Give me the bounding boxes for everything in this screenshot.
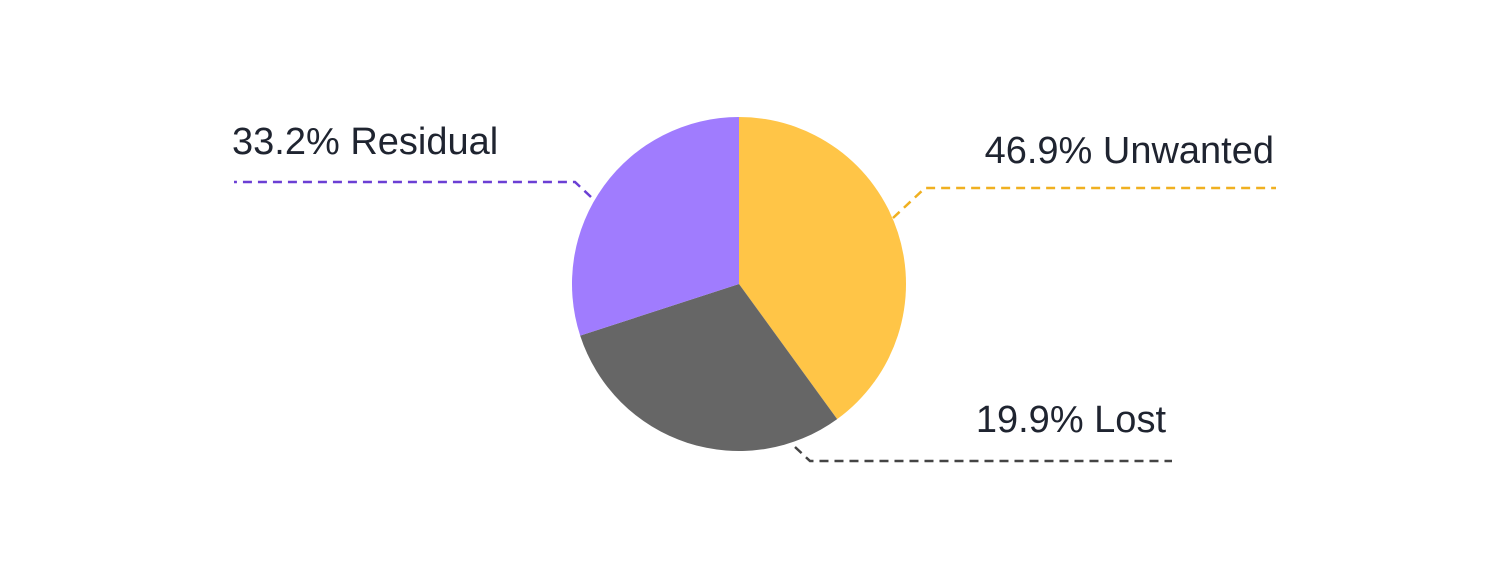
pie-slices xyxy=(571,116,907,452)
leader-line-lost xyxy=(794,446,1172,463)
leader-line-unwanted xyxy=(892,186,1276,219)
slice-label-lost: 19.9% Lost xyxy=(976,399,1167,441)
slice-label-unwanted: 46.9% Unwanted xyxy=(985,130,1274,172)
pie-slice-unwanted xyxy=(739,117,907,420)
leader-line-residual xyxy=(234,180,592,198)
slice-label-residual: 33.2% Residual xyxy=(232,121,498,163)
pie-slice-residual xyxy=(571,116,739,336)
pie-slice-lost xyxy=(580,284,838,452)
